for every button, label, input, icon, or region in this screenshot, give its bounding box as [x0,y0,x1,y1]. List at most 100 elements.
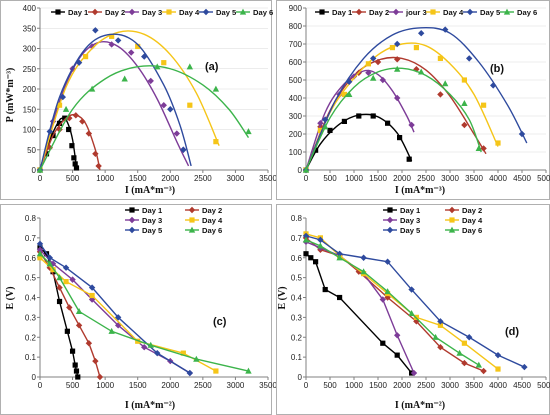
data-point [147,77,154,85]
data-point [385,120,391,126]
legend-label: Day 2 [462,206,482,215]
series-day-5 [302,232,528,371]
legend-marker [386,216,394,224]
data-point [432,333,439,340]
trend-line [39,40,190,171]
legend-label: Day 1 [400,206,421,215]
legend-item: Day 1 [51,8,89,17]
legend-label: Day 5 [142,226,163,235]
y-tick-label: 0 [298,166,303,175]
data-point [46,254,53,261]
data-point [394,352,400,358]
data-point [336,250,343,257]
legend-marker [188,226,196,233]
x-tick-label: 1500 [369,174,387,183]
legend-marker [128,8,136,16]
x-tick-label: 500 [66,381,80,390]
y-tick-label: 200 [23,85,37,94]
y-tick-label: 0.3 [291,313,303,322]
x-tick-label: 3500 [259,174,277,183]
data-point [46,260,53,267]
data-point [408,121,415,129]
x-tick-label: 2500 [194,381,212,390]
data-point [327,127,333,133]
y-tick-label: 0.7 [291,234,303,243]
x-tick-label: 2000 [393,174,411,183]
legend-item: Day 5 [125,226,163,235]
data-point [413,45,419,51]
legend: Day 1 Day 2 Day 3 Day 4 Day 5 Day 6 [51,8,273,17]
data-point [154,349,161,357]
x-axis-title: I (mA*m⁻³) [395,185,445,196]
x-tick-label: 1500 [129,174,147,183]
legend-marker [189,217,195,223]
data-point [83,54,89,60]
data-point [494,351,502,359]
legend-marker [387,207,393,213]
x-tick-label: 2500 [417,174,435,183]
legend-label: Day 6 [462,226,482,235]
data-point [212,85,220,92]
trend-line [39,33,192,171]
data-point [88,85,96,92]
data-point [141,53,148,60]
data-point [46,128,53,135]
x-axis-title: I (mA*m⁻²) [125,400,175,411]
data-point [302,236,310,243]
data-point [308,255,314,261]
data-point [114,37,122,44]
x-tick-label: 0 [38,381,43,390]
y-tick-label: 350 [23,24,37,33]
legend-marker [202,8,210,16]
data-point [108,327,115,334]
data-point [418,68,425,75]
data-point [187,102,193,108]
trend-line [305,42,499,171]
legend-label: Day 3 [142,216,162,225]
data-point [63,279,69,285]
y-tick-label: 0.1 [291,353,303,362]
data-point [442,80,449,87]
legend-marker [166,9,172,15]
y-axis-title: E (V) [5,286,16,309]
data-point [337,294,343,301]
data-point [135,43,141,50]
y-axis-title: E (V) [277,286,288,309]
x-tick-label: 500 [66,174,80,183]
legend-label: Day 3 [142,8,162,17]
y-tick-label: 300 [289,112,303,121]
data-point [322,123,329,130]
data-point [456,349,463,356]
data-point [374,58,382,66]
data-point [56,284,63,291]
trend-line [39,30,220,171]
x-tick-label: 1000 [345,174,363,183]
x-tick-label: 0 [304,174,309,183]
legend-item: Day 5 [463,8,501,17]
data-point [475,361,482,368]
legend-marker [319,9,325,15]
panel-frame [0,0,272,200]
data-point [108,41,115,48]
y-tick-label: 900 [289,4,303,13]
legend-label: Day 5 [400,226,421,235]
data-point [437,91,444,98]
data-point [73,165,80,171]
legend-item: Day 1 [383,206,421,215]
legend-label: Day 6 [253,8,273,17]
series-day-6 [36,63,252,173]
y-tick-label: 0.4 [291,294,303,303]
y-tick-label: 100 [23,126,37,135]
data-point [394,94,401,102]
data-point [394,65,401,72]
data-point [109,33,115,39]
legend-label: Day 4 [202,216,223,225]
data-point [79,118,86,125]
data-point [56,298,63,305]
data-point [302,166,310,173]
x-tick-label: 4500 [513,381,531,390]
x-tick-label: 1000 [96,174,114,183]
trend-line [39,65,250,171]
y-tick-label: 400 [23,4,37,13]
